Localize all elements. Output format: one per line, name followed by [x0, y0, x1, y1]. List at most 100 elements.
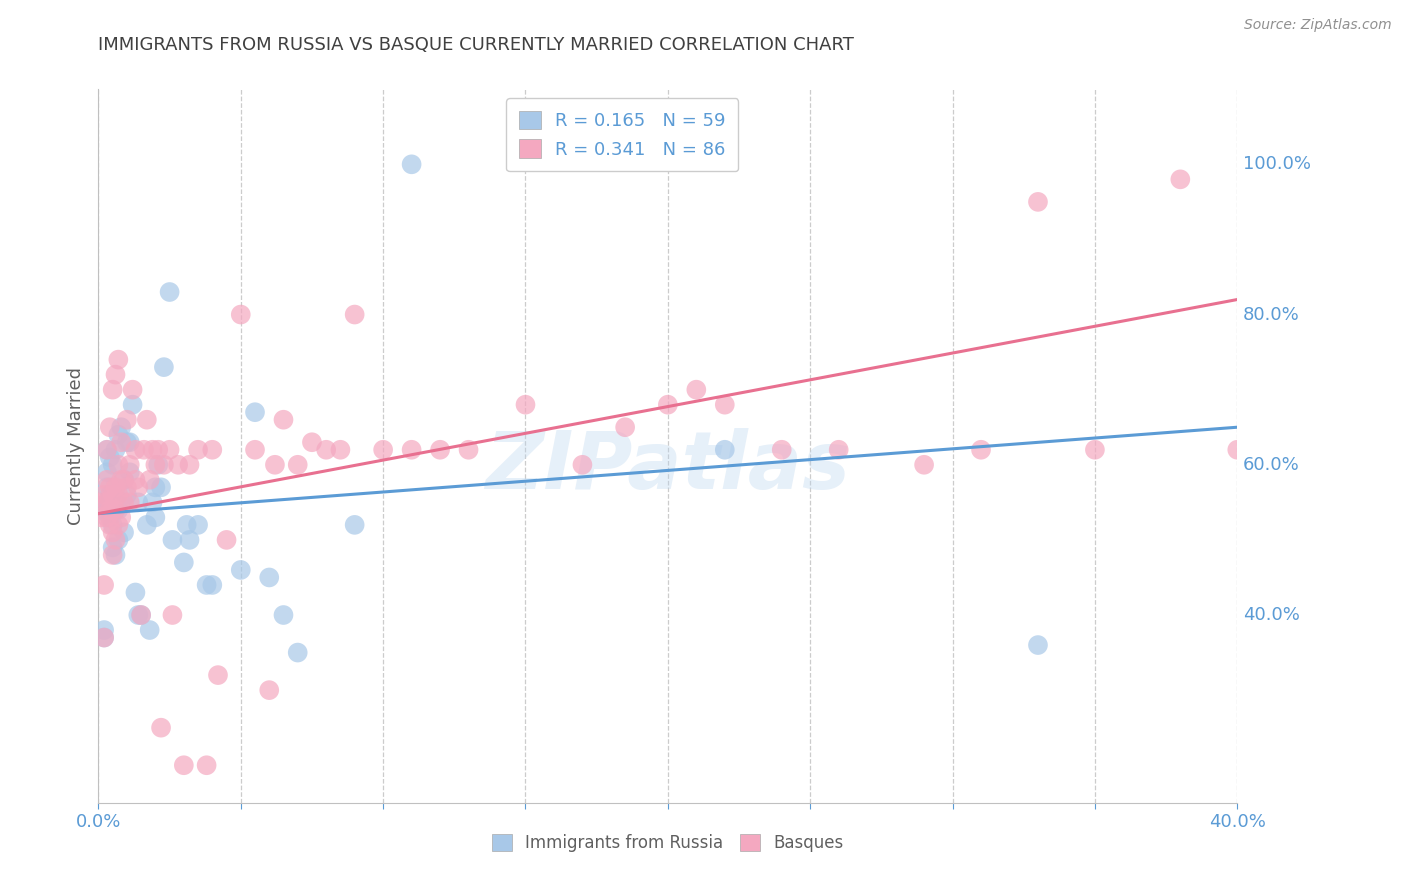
- Point: [145, 480, 167, 494]
- Point: [104, 503, 127, 517]
- Point: [96, 442, 118, 457]
- Point: [141, 442, 163, 457]
- Point: [153, 458, 176, 472]
- Point: [124, 585, 146, 599]
- Point: [207, 668, 229, 682]
- Point: [828, 442, 851, 457]
- Point: [104, 368, 127, 382]
- Point: [1084, 442, 1107, 457]
- Point: [112, 495, 135, 509]
- Point: [115, 413, 138, 427]
- Point: [201, 442, 224, 457]
- Point: [135, 413, 157, 427]
- Point: [201, 578, 224, 592]
- Point: [343, 308, 366, 322]
- Point: [112, 473, 135, 487]
- Point: [110, 495, 132, 509]
- Point: [93, 631, 115, 645]
- Text: ZIPatlas: ZIPatlas: [485, 428, 851, 507]
- Point: [90, 503, 112, 517]
- Text: 60.0%: 60.0%: [1243, 456, 1299, 474]
- Point: [96, 495, 118, 509]
- Point: [243, 405, 266, 419]
- Point: [264, 458, 287, 472]
- Point: [1170, 172, 1192, 186]
- Point: [107, 488, 129, 502]
- Point: [1026, 638, 1049, 652]
- Point: [315, 442, 337, 457]
- Point: [429, 442, 451, 457]
- Point: [132, 442, 155, 457]
- Point: [90, 495, 112, 509]
- Point: [101, 503, 124, 517]
- Point: [107, 352, 129, 367]
- Point: [98, 517, 121, 532]
- Text: 40.0%: 40.0%: [1243, 606, 1301, 624]
- Point: [259, 570, 281, 584]
- Y-axis label: Currently Married: Currently Married: [66, 367, 84, 525]
- Point: [571, 458, 593, 472]
- Text: Source: ZipAtlas.com: Source: ZipAtlas.com: [1244, 18, 1392, 32]
- Point: [273, 607, 295, 622]
- Point: [107, 517, 129, 532]
- Point: [115, 435, 138, 450]
- Point: [129, 607, 152, 622]
- Point: [179, 458, 201, 472]
- Point: [229, 563, 252, 577]
- Point: [121, 398, 143, 412]
- Point: [110, 473, 132, 487]
- Point: [98, 488, 121, 502]
- Point: [110, 420, 132, 434]
- Point: [176, 517, 198, 532]
- Point: [101, 541, 124, 555]
- Point: [145, 510, 167, 524]
- Point: [187, 442, 209, 457]
- Point: [243, 442, 266, 457]
- Point: [1226, 442, 1249, 457]
- Point: [96, 442, 118, 457]
- Point: [115, 480, 138, 494]
- Point: [150, 480, 173, 494]
- Point: [118, 465, 141, 479]
- Point: [138, 623, 160, 637]
- Point: [107, 533, 129, 547]
- Point: [159, 285, 181, 299]
- Point: [173, 556, 195, 570]
- Point: [98, 495, 121, 509]
- Point: [101, 548, 124, 562]
- Point: [93, 578, 115, 592]
- Point: [98, 450, 121, 465]
- Point: [301, 435, 323, 450]
- Point: [912, 458, 935, 472]
- Point: [104, 442, 127, 457]
- Legend: Immigrants from Russia, Basques: Immigrants from Russia, Basques: [485, 827, 851, 859]
- Point: [970, 442, 993, 457]
- Point: [714, 442, 737, 457]
- Point: [96, 495, 118, 509]
- Point: [110, 510, 132, 524]
- Point: [229, 308, 252, 322]
- Point: [173, 758, 195, 772]
- Point: [112, 473, 135, 487]
- Point: [101, 525, 124, 540]
- Text: 80.0%: 80.0%: [1243, 306, 1299, 324]
- Point: [98, 420, 121, 434]
- Point: [104, 495, 127, 509]
- Point: [401, 442, 423, 457]
- Point: [90, 510, 112, 524]
- Point: [457, 442, 479, 457]
- Point: [614, 420, 637, 434]
- Point: [93, 488, 115, 502]
- Point: [118, 458, 141, 472]
- Point: [714, 398, 737, 412]
- Point: [259, 683, 281, 698]
- Point: [115, 488, 138, 502]
- Point: [96, 480, 118, 494]
- Point: [162, 533, 184, 547]
- Point: [167, 458, 190, 472]
- Point: [98, 510, 121, 524]
- Point: [110, 435, 132, 450]
- Point: [195, 578, 218, 592]
- Point: [373, 442, 395, 457]
- Point: [101, 458, 124, 472]
